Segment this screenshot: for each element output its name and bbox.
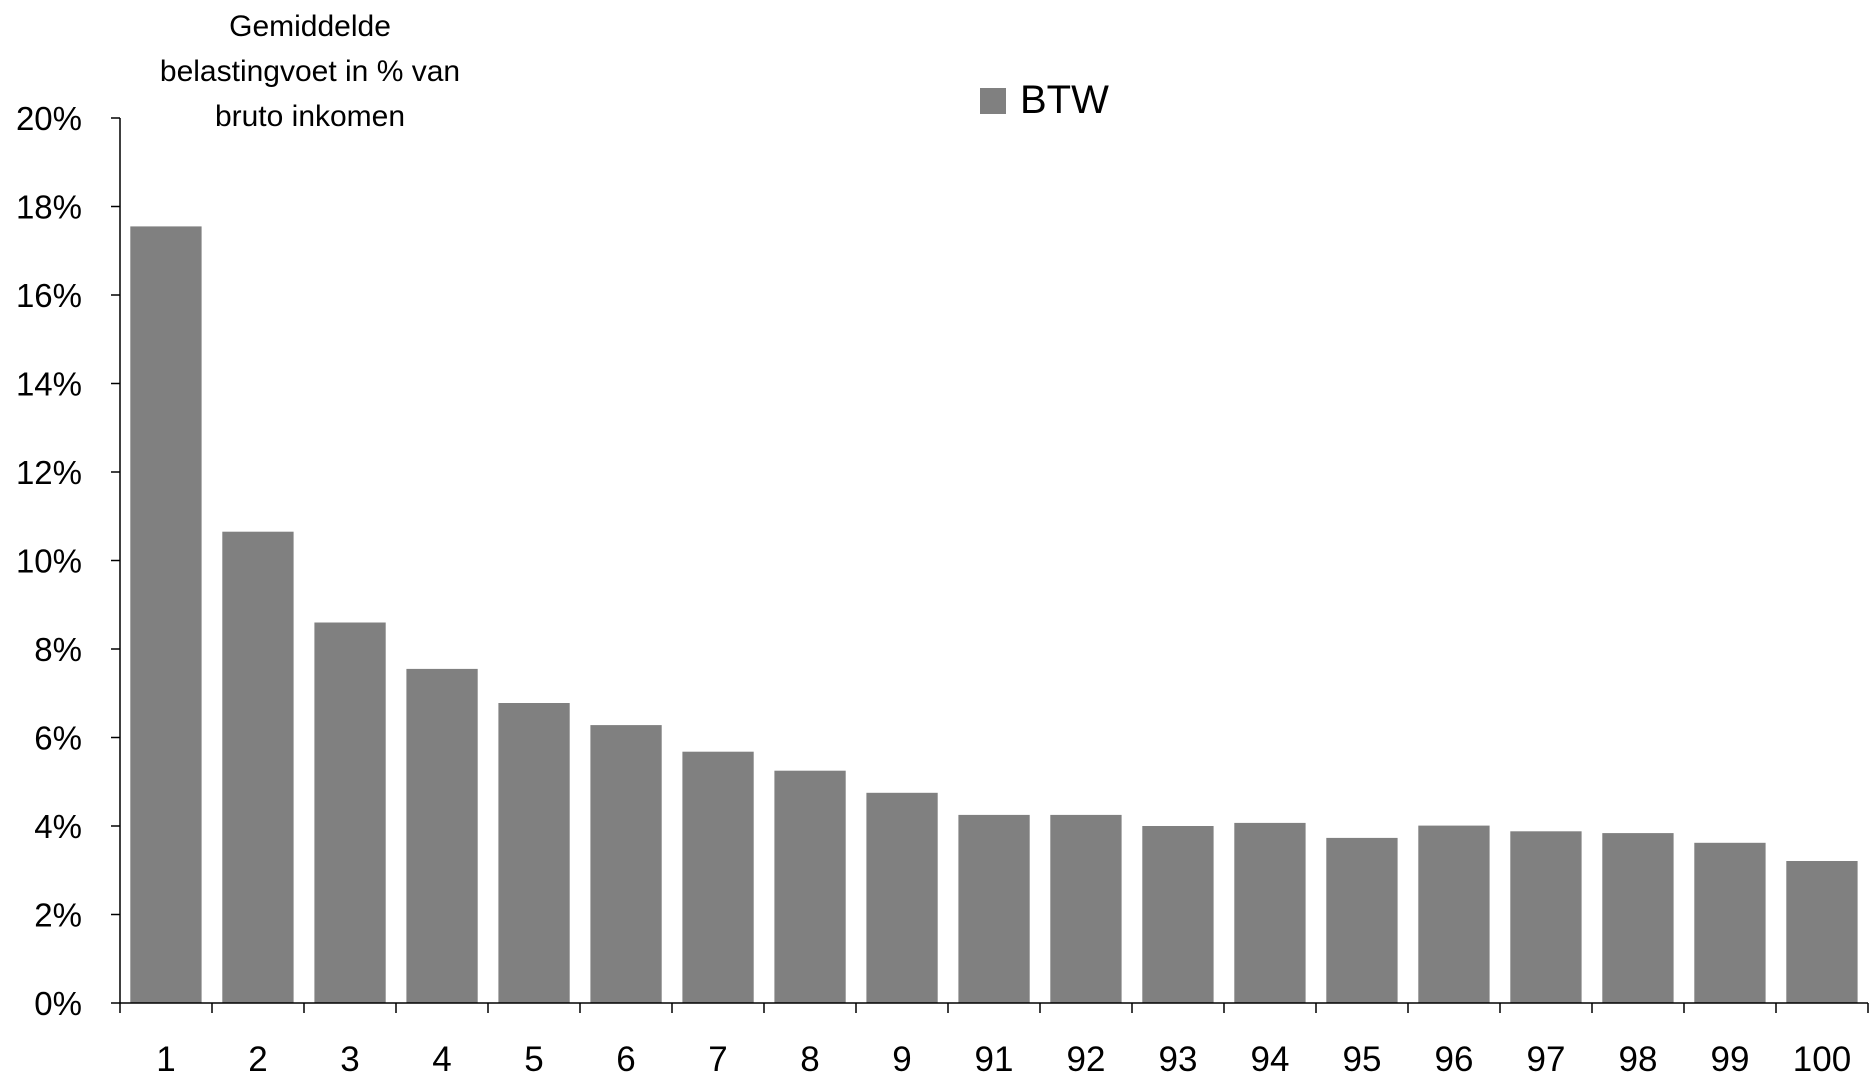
bar-100 bbox=[1786, 861, 1858, 1003]
y-tick-label-14: 14% bbox=[16, 366, 82, 403]
x-tick-label-5: 5 bbox=[524, 1040, 543, 1077]
x-tick-label-98: 98 bbox=[1619, 1040, 1658, 1077]
y-tick-label-8: 8% bbox=[34, 631, 82, 668]
bars-group bbox=[130, 226, 1858, 1003]
y-axis-title-line-2: belastingvoet in % van bbox=[159, 55, 461, 88]
y-tick-label-4: 4% bbox=[34, 808, 82, 845]
x-tick-label-96: 96 bbox=[1435, 1040, 1474, 1077]
y-tick-label-6: 6% bbox=[34, 720, 82, 757]
legend-swatch-btw bbox=[980, 87, 1006, 114]
bar-1 bbox=[130, 226, 202, 1003]
y-tick-label-16: 16% bbox=[16, 277, 82, 314]
y-tick-label-2: 2% bbox=[34, 897, 82, 934]
x-tick-label-94: 94 bbox=[1251, 1040, 1290, 1077]
y-tick-label-10: 10% bbox=[16, 543, 82, 580]
x-tick-label-93: 93 bbox=[1159, 1040, 1198, 1077]
y-tick-label-12: 12% bbox=[16, 454, 82, 491]
bar-91 bbox=[958, 814, 1030, 1003]
x-tick-label-8: 8 bbox=[800, 1040, 819, 1077]
axes-group: 0% 2% 4% 6% 8% 10% 12% 14% 16% 18% 20% 1 2 3 4 5 6 7 8 9 91 9… bbox=[16, 100, 1869, 1077]
bar-7 bbox=[682, 751, 754, 1003]
y-axis-title-line-1: Gemiddelde bbox=[229, 10, 391, 43]
y-tick-label-0: 0% bbox=[34, 985, 82, 1022]
y-tick-label-20: 20% bbox=[16, 100, 82, 137]
x-tick-label-95: 95 bbox=[1343, 1040, 1382, 1077]
legend: BTW bbox=[980, 78, 1109, 123]
x-tick-label-91: 91 bbox=[975, 1040, 1014, 1077]
bar-92 bbox=[1050, 814, 1122, 1003]
bar-3 bbox=[314, 622, 386, 1003]
bar-98 bbox=[1602, 833, 1674, 1003]
bar-5 bbox=[498, 703, 570, 1003]
bar-97 bbox=[1510, 831, 1582, 1003]
x-tick-label-99: 99 bbox=[1711, 1040, 1750, 1077]
bar-95 bbox=[1326, 837, 1398, 1003]
legend-label-btw: BTW bbox=[1020, 78, 1109, 122]
x-tick-label-7: 7 bbox=[708, 1040, 727, 1077]
bar-94 bbox=[1234, 822, 1306, 1003]
x-tick-label-2: 2 bbox=[248, 1040, 267, 1077]
x-tick-label-4: 4 bbox=[432, 1040, 451, 1077]
x-tick-label-97: 97 bbox=[1527, 1040, 1566, 1077]
x-tick-label-6: 6 bbox=[616, 1040, 635, 1077]
bar-2 bbox=[222, 531, 294, 1003]
x-tick-label-1: 1 bbox=[156, 1040, 175, 1077]
y-axis-title-line-3: bruto inkomen bbox=[214, 100, 406, 133]
x-tick-label-9: 9 bbox=[892, 1040, 911, 1077]
bar-9 bbox=[866, 792, 938, 1003]
x-tick-label-100: 100 bbox=[1793, 1040, 1851, 1077]
bar-8 bbox=[774, 770, 846, 1003]
y-tick-label-18: 18% bbox=[16, 189, 82, 226]
bar-6 bbox=[590, 725, 662, 1003]
bar-93 bbox=[1142, 826, 1214, 1003]
x-tick-label-92: 92 bbox=[1067, 1040, 1106, 1077]
x-tick-label-3: 3 bbox=[340, 1040, 359, 1077]
bar-99 bbox=[1694, 842, 1766, 1003]
y-axis-title: Gemiddelde belastingvoet in % van bruto … bbox=[130, 4, 490, 139]
bar-96 bbox=[1418, 825, 1490, 1003]
bar-4 bbox=[406, 668, 478, 1003]
